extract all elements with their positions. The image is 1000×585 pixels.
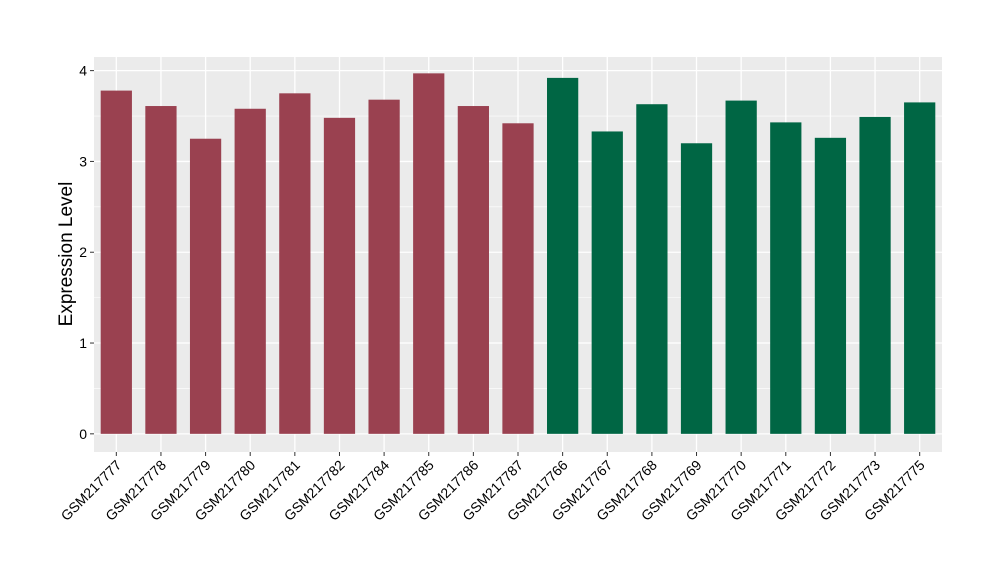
bar	[814, 137, 847, 434]
bar	[904, 102, 936, 434]
bar	[725, 100, 757, 434]
y-tick-label: 1	[79, 335, 87, 351]
bar	[323, 117, 356, 434]
bar	[547, 77, 579, 434]
bar	[457, 106, 489, 434]
bar	[189, 138, 222, 434]
y-axis-label: Expression Level	[56, 182, 77, 327]
bar	[859, 116, 891, 434]
bar	[680, 143, 713, 434]
y-tick-label: 0	[79, 426, 87, 442]
bar	[413, 73, 445, 434]
y-tick-label: 4	[79, 63, 87, 79]
bar	[368, 99, 400, 434]
bar	[591, 131, 623, 434]
bars	[100, 73, 936, 434]
bar	[636, 104, 668, 434]
y-axis: 0 1 2 3 4	[79, 63, 94, 442]
bar	[770, 122, 802, 434]
bar	[145, 106, 177, 434]
bar	[100, 90, 132, 434]
y-tick-label: 2	[79, 244, 87, 260]
bar	[502, 123, 534, 434]
bar	[234, 108, 266, 434]
y-tick-label: 3	[79, 153, 87, 169]
bar	[279, 93, 311, 434]
x-axis: GSM217777GSM217778GSM217779GSM217780GSM2…	[58, 452, 928, 524]
